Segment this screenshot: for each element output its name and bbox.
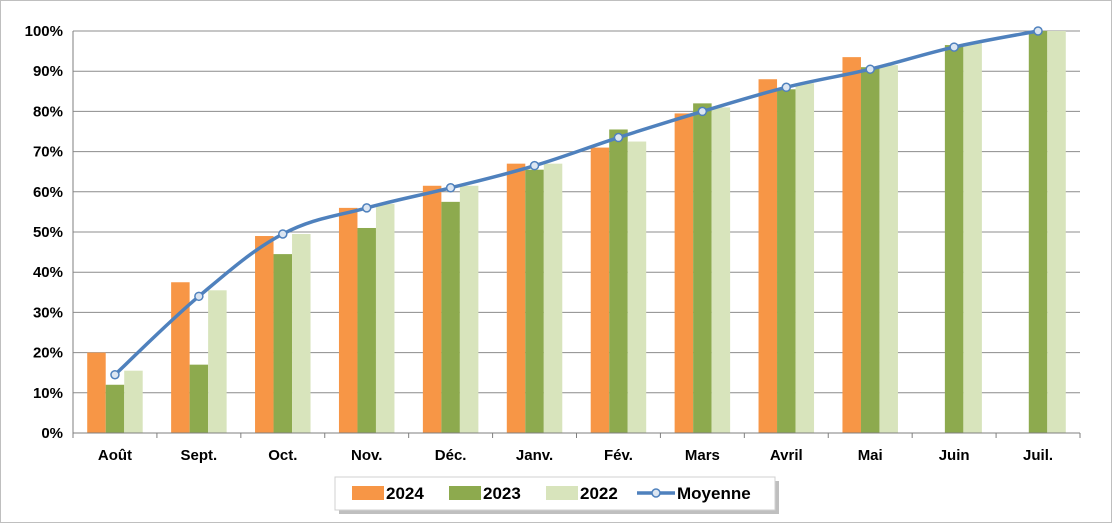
x-tick-label: Avril: [770, 447, 803, 464]
bar-2024: [422, 185, 442, 433]
bars: [87, 31, 1066, 434]
y-tick-label: 30%: [33, 304, 63, 321]
bar-2022: [795, 83, 815, 433]
bar-2022: [459, 185, 479, 433]
legend: 2024 2023 2022 Moyenne: [334, 476, 779, 514]
bar-2024: [506, 163, 526, 433]
line-point-Moyenne: [781, 82, 792, 93]
line-point-Moyenne: [613, 132, 624, 143]
line-point-Moyenne: [361, 203, 372, 213]
bar-2023: [273, 254, 293, 433]
y-tick-label: 80%: [33, 103, 63, 120]
bar-2023: [693, 103, 712, 434]
legend-label-2022: 2022: [580, 484, 618, 503]
bar-2022: [208, 290, 227, 433]
bar-2022: [375, 203, 395, 433]
bar-2024: [255, 236, 274, 433]
x-tick-label: Janv.: [516, 447, 553, 464]
bar-2023: [525, 169, 544, 433]
x-tick-label: Sept.: [181, 447, 218, 464]
line-point-Moyenne: [865, 64, 875, 74]
bar-2023: [441, 201, 460, 433]
bar-2022: [292, 234, 311, 433]
legend-label-2023: 2023: [483, 484, 521, 503]
x-tick-label: Déc.: [435, 447, 467, 464]
bar-2023: [1028, 31, 1048, 433]
legend-marker-Moyenne: [651, 488, 661, 498]
legend-swatch-2022: [546, 486, 578, 500]
bar-2022: [124, 370, 143, 433]
y-tick-label: 50%: [33, 224, 63, 241]
series-line-Moyenne: [113, 29, 1039, 376]
line-point-Moyenne: [1033, 26, 1043, 36]
legend-swatch-2023: [449, 486, 481, 500]
bar-2023: [189, 364, 209, 433]
axes: [72, 31, 1081, 438]
bar-2023: [777, 89, 796, 433]
bar-2022: [543, 163, 563, 433]
bar-2022: [627, 141, 647, 434]
y-axis-tick-labels: 0% 10% 20% 30% 40% 50% 60% 70% 80% 90% 100%: [25, 23, 63, 442]
line-point-Moyenne: [278, 229, 288, 239]
y-tick-label: 100%: [25, 23, 63, 40]
x-axis-tick-labels: Août Sept. Oct. Nov. Déc. Janv. Fév. Mars Avril M…: [98, 447, 1053, 464]
bar-2024: [171, 282, 190, 433]
legend-label-Moyenne: Moyenne: [677, 484, 751, 503]
bar-2023: [105, 384, 125, 433]
bar-2022: [963, 43, 982, 434]
line-point-Moyenne: [110, 369, 120, 380]
x-tick-label: Juin: [939, 447, 970, 464]
bar-2024: [338, 207, 358, 433]
bar-2022: [1047, 31, 1066, 433]
bar-2022: [879, 65, 898, 434]
bar-2024: [842, 57, 861, 433]
bar-2024: [590, 147, 610, 433]
line-point-Moyenne: [697, 106, 708, 117]
line-point-Moyenne: [194, 291, 204, 302]
legend-swatch-2024: [352, 486, 384, 500]
gridlines: [73, 30, 1080, 394]
x-tick-label: Fév.: [604, 447, 633, 464]
x-tick-label: Mars: [685, 447, 720, 464]
bar-2023: [860, 67, 880, 434]
bar-2023: [609, 129, 628, 434]
bar-2024: [674, 113, 694, 433]
y-tick-label: 40%: [33, 264, 63, 281]
bar-2024: [758, 79, 778, 434]
y-tick-label: 60%: [33, 184, 63, 201]
bar-2023: [357, 227, 376, 433]
x-tick-label: Août: [98, 447, 132, 464]
x-tick-label: Nov.: [351, 447, 382, 464]
x-tick-label: Oct.: [268, 447, 297, 464]
y-tick-label: 10%: [33, 385, 63, 402]
y-tick-label: 20%: [33, 345, 63, 362]
x-tick-label: Juil.: [1023, 447, 1053, 464]
bar-2023: [944, 45, 964, 433]
line-point-Moyenne: [949, 42, 959, 52]
y-tick-label: 0%: [41, 425, 63, 442]
average-line: [110, 26, 1043, 380]
x-tick-label: Mai: [858, 447, 883, 464]
bar-2024: [87, 352, 106, 433]
line-point-Moyenne: [445, 183, 456, 193]
legend-label-2024: 2024: [386, 484, 424, 503]
y-tick-label: 70%: [33, 144, 63, 161]
bar-2022: [711, 107, 731, 433]
y-tick-label: 90%: [33, 63, 63, 80]
line-point-Moyenne: [529, 160, 540, 171]
